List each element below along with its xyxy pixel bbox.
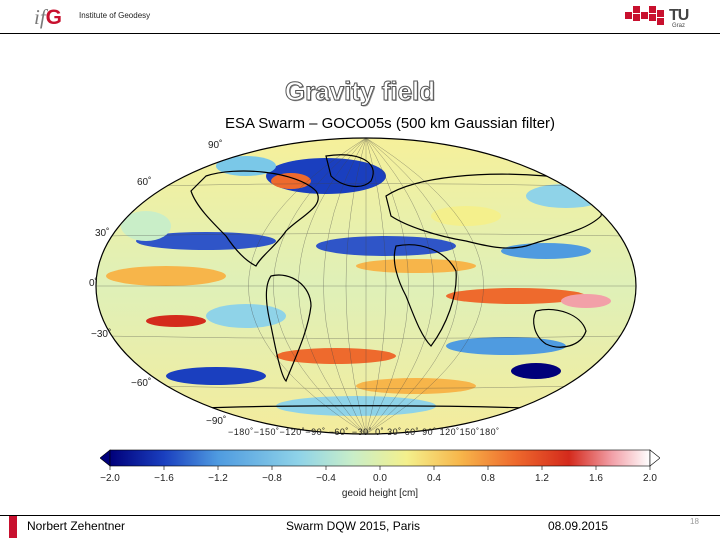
ifg-logo-text: if: [34, 5, 46, 29]
ifg-logo-g: G: [45, 6, 63, 29]
lat-label-60s: −60˚: [131, 378, 152, 389]
map-outline: [95, 137, 637, 435]
lat-label-90n: 90˚: [208, 140, 223, 151]
lat-label-0: 0˚: [89, 278, 98, 289]
coastline-africa: [393, 244, 457, 347]
footer-author: Norbert Zehentner: [27, 519, 126, 533]
coastline-greenland: [325, 154, 374, 188]
colorbar: −2.0 −1.6 −1.2 −0.8 −0.4 0.0 0.4 0.8 1.2 1.6 2.0: [100, 449, 660, 484]
map-title: ESA Swarm – GOCO05s (500 km Gaussian fil…: [224, 115, 556, 132]
colorbar-tick-label: 2.0: [643, 473, 657, 484]
footer-accent: [9, 516, 17, 538]
tu-logo-text: TU: [669, 7, 689, 24]
lat-label-90s: −90˚: [206, 416, 227, 427]
coastline-north-america: [190, 170, 319, 267]
institute-name: Institute of Geodesy: [79, 11, 151, 20]
slide-title: Gravity field: [284, 76, 436, 107]
colorbar-gradient: [109, 449, 651, 467]
colorbar-tick-label: −1.6: [154, 473, 174, 484]
footer-divider: [0, 515, 720, 516]
colorbar-label: geoid height [cm]: [341, 488, 419, 499]
slide-header: ifG Institute of Geodesy TU Graz: [0, 0, 720, 34]
ifg-logo: ifG: [34, 5, 62, 30]
footer-event: Swarm DQW 2015, Paris: [286, 519, 421, 533]
colorbar-high-triangle: [649, 449, 660, 467]
lat-label-30s: −30˚: [91, 329, 112, 340]
colorbar-tick-label: 1.6: [589, 473, 603, 484]
lon-labels: −180˚−150˚−120˚−90˚ −60˚ −30˚ 0˚ 30˚ 60˚…: [228, 427, 500, 437]
footer-date: 08.09.2015: [548, 519, 609, 533]
colorbar-tick-label: −0.8: [262, 473, 282, 484]
colorbar-tick-label: 0.8: [481, 473, 495, 484]
coastline-south-america: [265, 274, 312, 383]
colorbar-low-triangle: [100, 449, 111, 467]
gravity-field-map: [95, 137, 637, 435]
lat-label-30n: 30˚: [95, 228, 110, 239]
colorbar-tick-label: −1.2: [208, 473, 228, 484]
colorbar-tick-label: 0.4: [427, 473, 441, 484]
tu-graz-logo-icon: [625, 6, 664, 25]
coastline-australia: [533, 308, 587, 348]
colorbar-tick-label: 1.2: [535, 473, 549, 484]
tu-logo-subtext: Graz: [672, 23, 686, 29]
lat-label-60n: 60˚: [137, 177, 152, 188]
colorbar-tick-label: −0.4: [316, 473, 336, 484]
colorbar-tick-label: 0.0: [373, 473, 387, 484]
header-divider: [0, 33, 720, 34]
colorbar-tick-label: −2.0: [100, 473, 120, 484]
coastline-europe-asia: [385, 173, 603, 249]
page-number: 18: [690, 517, 699, 526]
